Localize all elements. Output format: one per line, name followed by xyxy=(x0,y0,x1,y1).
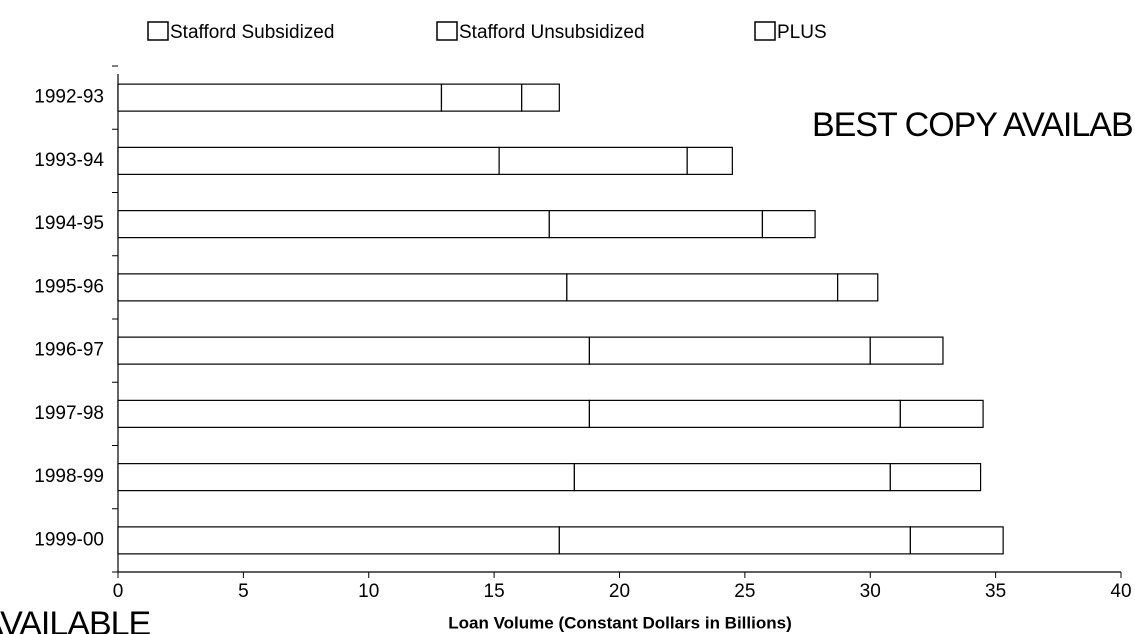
bar-segment xyxy=(440,83,523,112)
legend-swatch xyxy=(147,21,169,41)
legend-label: Stafford Unsubsidized xyxy=(459,22,645,43)
x-tick-label: 5 xyxy=(238,581,249,602)
bar-segment xyxy=(889,463,982,492)
y-tick-label: 1995-96 xyxy=(34,276,104,297)
bar-segment xyxy=(117,83,443,112)
bar-segment xyxy=(117,210,550,239)
bar-segment xyxy=(573,463,891,492)
x-tick-label: 15 xyxy=(484,581,505,602)
bar-segment xyxy=(837,273,879,302)
y-tick-label: 1994-95 xyxy=(34,213,104,234)
legend-label: PLUS xyxy=(777,22,827,43)
x-tick-label: 10 xyxy=(358,581,379,602)
x-tick-label: 35 xyxy=(985,581,1006,602)
legend-swatch xyxy=(436,21,458,41)
y-tick-label: 1999-00 xyxy=(34,529,104,550)
bar-segment xyxy=(548,210,764,239)
bar-segment xyxy=(117,146,500,175)
bar-segment xyxy=(588,399,901,428)
stamp: BEST COPY AVAILABLE xyxy=(812,106,1135,144)
bar-segment xyxy=(117,399,591,428)
stamp: BEST COPY AVAILABLE xyxy=(0,605,151,634)
x-tick-label: 30 xyxy=(860,581,881,602)
bar-segment xyxy=(117,526,560,555)
y-tick-label: 1997-98 xyxy=(34,403,104,424)
bar-segment xyxy=(588,336,871,365)
bar-segment xyxy=(521,83,560,112)
bar-segment xyxy=(566,273,839,302)
y-tick-label: 1998-99 xyxy=(34,466,104,487)
bar-segment xyxy=(869,336,944,365)
bar-segment xyxy=(558,526,911,555)
bar-segment xyxy=(498,146,688,175)
bar-segment xyxy=(117,336,591,365)
x-tick-label: 25 xyxy=(734,581,755,602)
legend-swatch xyxy=(754,21,776,41)
bar-segment xyxy=(117,273,568,302)
bar-segment xyxy=(686,146,733,175)
x-tick-label: 20 xyxy=(609,581,630,602)
x-tick-label: 40 xyxy=(1110,581,1131,602)
bar-segment xyxy=(761,210,816,239)
x-tick-label: 0 xyxy=(113,581,124,602)
legend-label: Stafford Subsidized xyxy=(170,22,334,43)
bar-segment xyxy=(909,526,1004,555)
bar-segment xyxy=(117,463,575,492)
x-axis-title: Loan Volume (Constant Dollars in Billion… xyxy=(448,613,791,632)
bar-segment xyxy=(899,399,984,428)
y-tick-label: 1993-94 xyxy=(34,150,104,171)
y-tick-label: 1992-93 xyxy=(34,87,104,108)
y-tick-label: 1996-97 xyxy=(34,340,104,361)
